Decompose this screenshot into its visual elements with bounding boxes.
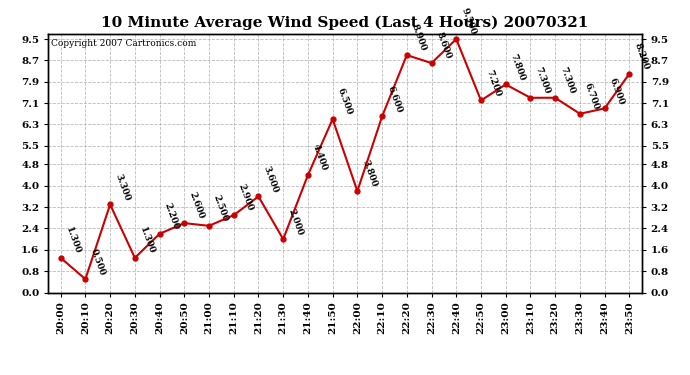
Text: 7.300: 7.300: [558, 66, 576, 95]
Text: 8.200: 8.200: [632, 42, 651, 71]
Text: 1.300: 1.300: [63, 225, 81, 255]
Text: 2.200: 2.200: [163, 202, 181, 231]
Text: 8.900: 8.900: [410, 23, 428, 53]
Text: 3.800: 3.800: [360, 159, 378, 189]
Title: 10 Minute Average Wind Speed (Last 4 Hours) 20070321: 10 Minute Average Wind Speed (Last 4 Hou…: [101, 15, 589, 30]
Text: 0.500: 0.500: [88, 247, 106, 276]
Text: 3.300: 3.300: [113, 172, 131, 202]
Text: 4.400: 4.400: [311, 143, 329, 172]
Text: 2.900: 2.900: [237, 183, 255, 213]
Text: 6.500: 6.500: [335, 87, 354, 117]
Text: 2.600: 2.600: [187, 191, 206, 220]
Text: 6.700: 6.700: [583, 82, 601, 111]
Text: 7.800: 7.800: [509, 52, 526, 82]
Text: 3.600: 3.600: [262, 164, 279, 194]
Text: 6.600: 6.600: [385, 84, 403, 114]
Text: 2.500: 2.500: [212, 194, 230, 223]
Text: 6.900: 6.900: [608, 76, 626, 106]
Text: 2.000: 2.000: [286, 207, 304, 237]
Text: 7.300: 7.300: [533, 66, 551, 95]
Text: 1.300: 1.300: [138, 225, 156, 255]
Text: 7.200: 7.200: [484, 68, 502, 98]
Text: 9.500: 9.500: [460, 7, 477, 36]
Text: 8.600: 8.600: [435, 31, 453, 60]
Text: Copyright 2007 Cartronics.com: Copyright 2007 Cartronics.com: [51, 39, 197, 48]
